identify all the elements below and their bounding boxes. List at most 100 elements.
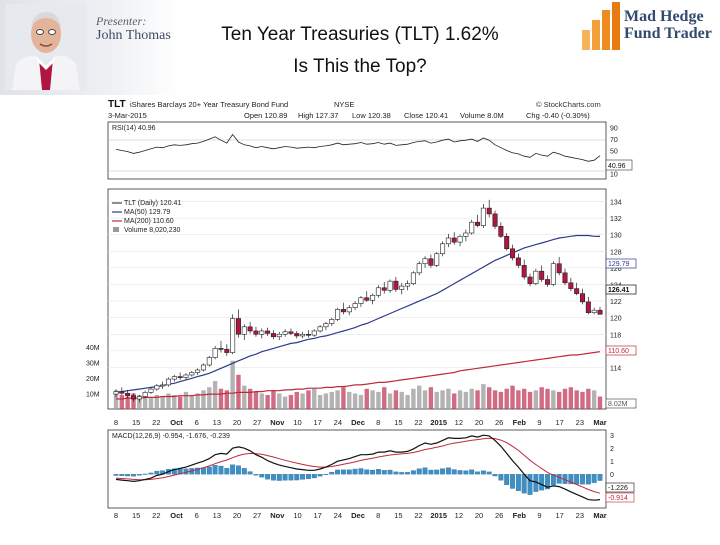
candle-body xyxy=(557,264,561,273)
date-tick-label: 12 xyxy=(455,418,463,427)
candle-body xyxy=(545,279,549,284)
candle-body xyxy=(470,222,474,233)
macd-hist-bar xyxy=(149,473,154,474)
candle xyxy=(166,377,170,386)
macd-hist-bar xyxy=(382,470,387,474)
macd-hist-bar xyxy=(598,474,603,480)
date-tick-label: 15 xyxy=(394,511,402,520)
candle-body xyxy=(260,331,264,334)
date-tick-label: 6 xyxy=(195,511,199,520)
volume-bar xyxy=(201,390,205,409)
date-tick-label: 8 xyxy=(376,418,380,427)
macd-hist-bar xyxy=(376,469,381,474)
volume-bar xyxy=(487,387,491,409)
date-tick-label: 10 xyxy=(293,511,301,520)
macd-hist-bar xyxy=(411,471,416,475)
macd-hist-bar xyxy=(557,474,562,483)
legend-volume: Volume 8,020,230 xyxy=(124,227,181,234)
candle-body xyxy=(289,332,293,334)
date-tick-label: 17 xyxy=(555,511,563,520)
volume-bar xyxy=(458,390,462,409)
legend-price: TLT (Daily) 120.41 xyxy=(124,200,181,207)
candle xyxy=(470,220,474,235)
macd-hist-bar xyxy=(224,468,229,474)
stat-close: Close 120.41 xyxy=(404,111,448,120)
volume-bar xyxy=(335,390,339,409)
date-tick-label: Dec xyxy=(351,511,365,520)
macd-hist-bar xyxy=(469,470,474,474)
macd-hist-bar xyxy=(423,468,428,475)
date-axis-bottom: 8 15 22 Oct 6 13 20 27 Nov 10 17 24 Dec 8 15 22 2015 12 20… xyxy=(114,511,607,520)
candle-body xyxy=(400,286,404,289)
candle-body xyxy=(155,386,159,389)
macd-hist-bar xyxy=(528,474,533,494)
volume-tick-label: 30M xyxy=(86,360,100,367)
rsi-label: RSI(14) 40.96 xyxy=(112,125,156,132)
candle-body xyxy=(522,265,526,277)
candle-body xyxy=(114,392,118,394)
volume-bar xyxy=(271,390,275,409)
date-tick-label: 2015 xyxy=(430,418,447,427)
candle-body xyxy=(516,258,520,265)
macd-hist-bar xyxy=(335,470,340,474)
candle-body xyxy=(592,310,596,312)
candle-body xyxy=(254,331,258,334)
volume-bar xyxy=(178,397,182,409)
candle-body xyxy=(365,298,369,300)
macd-tick-label: 0 xyxy=(610,472,614,479)
macd-hist-bar xyxy=(493,474,498,476)
candle-body xyxy=(295,333,299,335)
volume-bar xyxy=(481,384,485,409)
candle-body xyxy=(120,392,124,394)
candle-body xyxy=(300,334,304,336)
candle-body xyxy=(195,370,199,372)
candle-body xyxy=(370,295,374,300)
macd-hist-bar xyxy=(434,470,439,474)
date-tick-label: 26 xyxy=(495,511,503,520)
volume-bar xyxy=(464,392,468,409)
date-tick-label: 8 xyxy=(114,418,118,427)
candle-body xyxy=(440,244,444,254)
candle-body xyxy=(318,327,322,331)
volume-bar xyxy=(534,390,538,409)
macd-hist-bar xyxy=(265,474,270,479)
candle-body xyxy=(388,281,392,290)
volume-bar xyxy=(143,397,147,409)
candle-body xyxy=(201,365,205,370)
candle-body xyxy=(131,396,135,399)
rsi-last-value: 40.96 xyxy=(608,163,626,170)
macd-hist-bar xyxy=(277,474,282,480)
date-tick-label: Nov xyxy=(270,418,285,427)
candle xyxy=(435,252,439,267)
candle-body xyxy=(534,271,538,283)
macd-hist-bar xyxy=(592,474,597,483)
macd-hist-bar xyxy=(120,474,125,476)
candle-body xyxy=(493,214,497,226)
date-tick-label: 12 xyxy=(455,511,463,520)
macd-hist-bar xyxy=(539,474,544,490)
candle-body xyxy=(236,319,240,335)
macd-tick-label: 3 xyxy=(610,433,614,440)
candle-body xyxy=(335,309,339,319)
volume-bar xyxy=(411,389,415,409)
macd-hist-bar xyxy=(289,474,294,480)
date-tick-label: 13 xyxy=(213,511,221,520)
volume-bar xyxy=(417,386,421,409)
candle-body xyxy=(341,309,345,311)
volume-bar xyxy=(440,390,444,409)
candle-body xyxy=(137,397,141,399)
candle-body xyxy=(464,233,468,236)
candle-body xyxy=(359,298,363,304)
volume-bar xyxy=(382,387,386,409)
volume-bar xyxy=(370,390,374,409)
candle-body xyxy=(551,264,555,285)
volume-bar xyxy=(499,392,503,409)
rsi-tick-label: 50 xyxy=(610,149,618,156)
macd-hist-bar xyxy=(452,470,457,475)
volume-tick-label: 20M xyxy=(86,376,100,383)
volume-bar xyxy=(574,390,578,409)
date-tick-label: 8 xyxy=(114,511,118,520)
stat-open: Open 120.89 xyxy=(244,111,287,120)
chart-symbol: TLT xyxy=(108,99,126,110)
candle-body xyxy=(190,372,194,374)
